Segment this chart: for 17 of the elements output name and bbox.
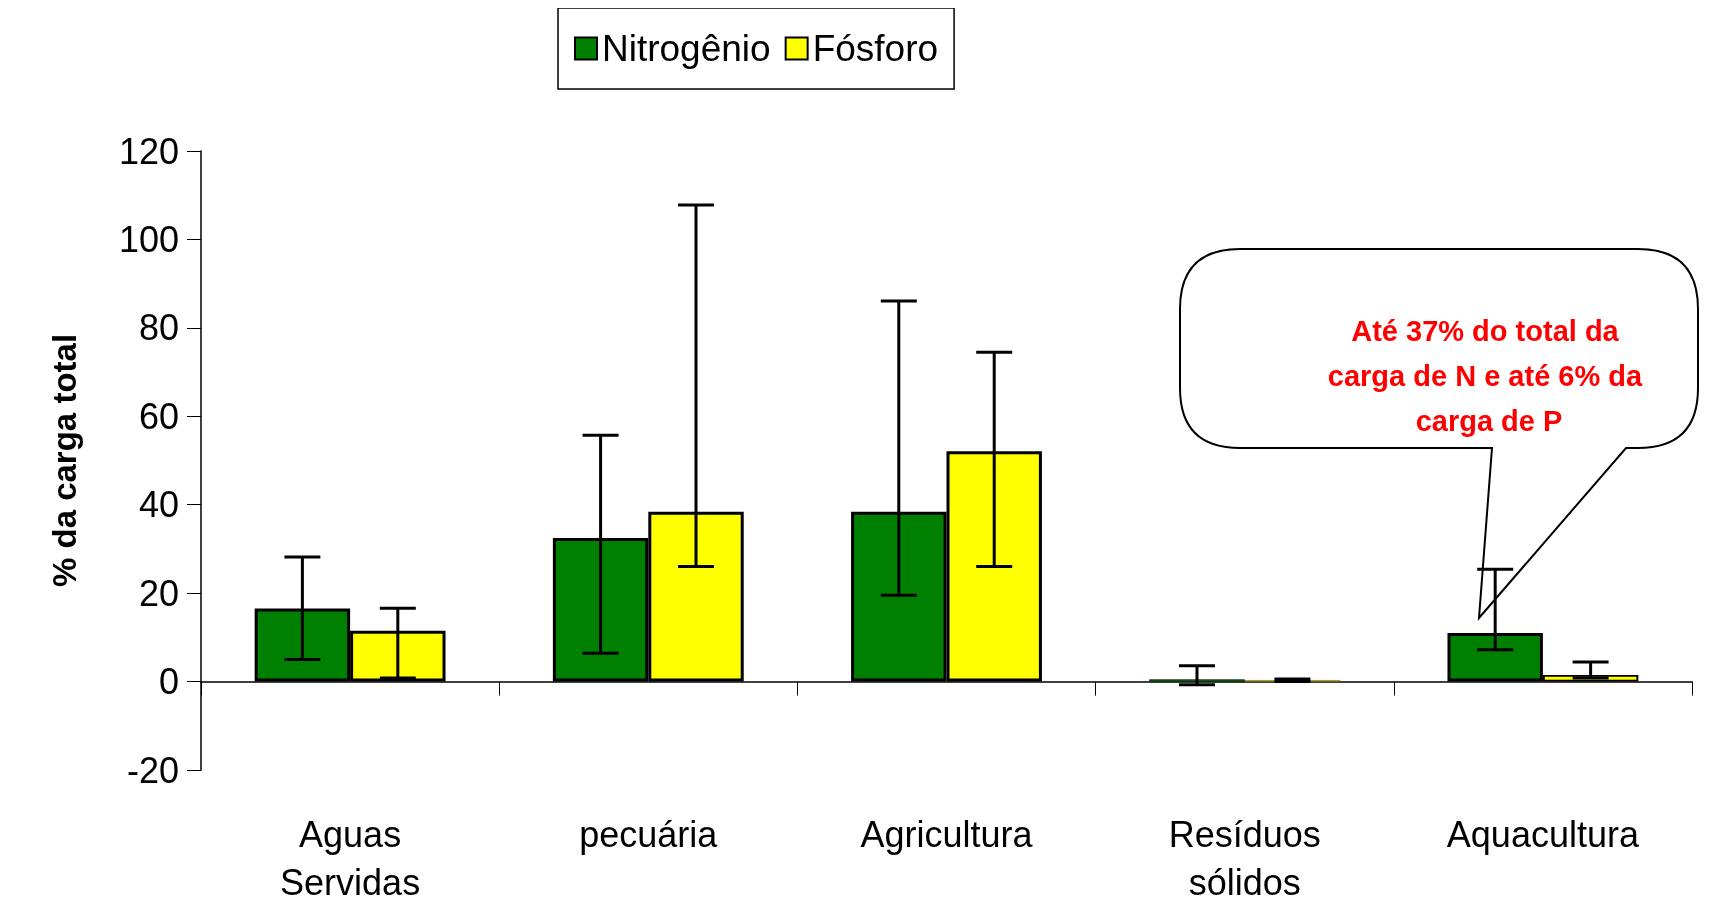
- y-tick-label: 0: [158, 661, 179, 703]
- x-tick-label: Agricultura: [860, 813, 1034, 855]
- y-tick-label: 80: [138, 307, 179, 349]
- annotation: Até 37% do total da carga de N e até 6% da carga de P: [1327, 314, 1651, 437]
- legend-label: Nitrogênio: [602, 28, 771, 69]
- y-tick-label: 40: [138, 484, 179, 526]
- y-tick-label: 20: [138, 572, 179, 614]
- legend-label: Fósforo: [812, 28, 939, 69]
- y-tick-label: -20: [126, 749, 179, 791]
- y-axis-title: % da carga total: [46, 333, 83, 588]
- x-tick-label: Resíduos sólidos: [1168, 813, 1321, 903]
- x-tick-label: Aquacultura: [1446, 813, 1640, 855]
- x-tick-label: pecuária: [579, 813, 719, 855]
- y-tick-label: 100: [118, 218, 179, 260]
- y-tick-label: 60: [138, 395, 179, 437]
- x-tick-label: Aguas Servidas: [280, 813, 421, 903]
- y-tick-label: 120: [118, 130, 179, 172]
